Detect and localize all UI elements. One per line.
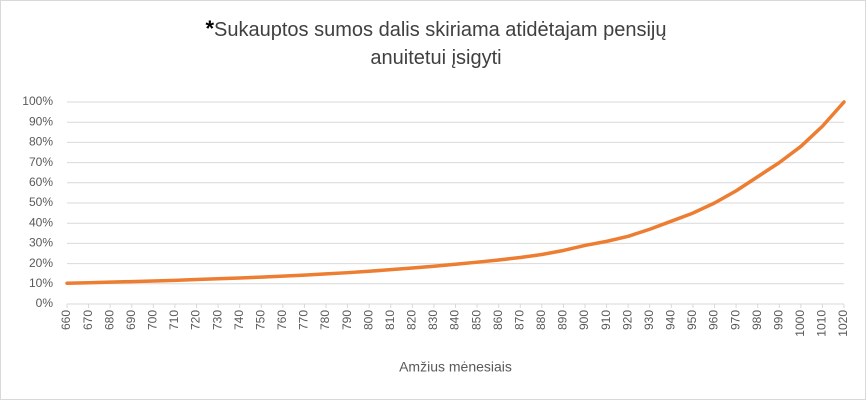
x-tick-label: 790 [340, 310, 354, 330]
y-tick-label: 40% [29, 215, 53, 229]
x-tick-label: 730 [210, 310, 224, 330]
x-tick-label: 800 [361, 310, 375, 330]
y-tick-label: 90% [29, 114, 53, 128]
x-tick-label: 980 [750, 310, 764, 330]
x-tick-label: 820 [405, 310, 419, 330]
x-tick-label: 810 [383, 310, 397, 330]
x-tick-label: 900 [577, 310, 591, 330]
x-tick-label: 950 [685, 310, 699, 330]
x-tick-label: 920 [620, 310, 634, 330]
y-tick-label: 10% [29, 276, 53, 290]
x-tick-label: 930 [642, 310, 656, 330]
x-tick-label: 880 [534, 310, 548, 330]
x-tick-label: 690 [124, 310, 138, 330]
x-tick-label: 910 [599, 310, 613, 330]
x-tick-label: 870 [512, 310, 526, 330]
x-tick-label: 660 [59, 310, 73, 330]
x-tick-label: 680 [102, 310, 116, 330]
y-tick-label: 30% [29, 236, 53, 250]
x-tick-label: 990 [771, 310, 785, 330]
y-tick-label: 20% [29, 256, 53, 270]
data-line [65, 100, 846, 285]
x-tick-label: 700 [146, 310, 160, 330]
x-tick-label: 720 [189, 310, 203, 330]
x-tick-label: 740 [232, 310, 246, 330]
x-tick-label: 830 [426, 310, 440, 330]
x-tick-label: 1020 [836, 310, 850, 337]
x-tick-label: 710 [167, 310, 181, 330]
x-tick-label: 760 [275, 310, 289, 330]
x-tick-label: 840 [448, 310, 462, 330]
x-tick-label: 850 [469, 310, 483, 330]
x-tick-label: 750 [253, 310, 267, 330]
x-tick-label: 780 [318, 310, 332, 330]
x-tick-label: 860 [491, 310, 505, 330]
chart-title: *Sukauptos sumos dalis skiriama atidėtaj… [171, 15, 701, 72]
x-tick-label: 890 [556, 310, 570, 330]
x-tick-label: 1000 [793, 310, 807, 337]
y-tick-label: 70% [29, 155, 53, 169]
x-tick-label: 960 [707, 310, 721, 330]
x-axis-title: Amžius mėnesiais [399, 359, 512, 375]
y-tick-label: 80% [29, 135, 53, 149]
x-tick-label: 940 [664, 310, 678, 330]
y-tick-label: 60% [29, 175, 53, 189]
x-tick-label: 670 [81, 310, 95, 330]
x-tick-label: 970 [728, 310, 742, 330]
y-tick-label: 50% [29, 195, 53, 209]
y-tick-label: 0% [36, 296, 54, 310]
x-tick-label: 770 [297, 310, 311, 330]
y-tick-label: 100% [22, 94, 53, 108]
title-text: Sukauptos sumos dalis skiriama atidėtaja… [214, 19, 667, 69]
x-tick-label: 1010 [815, 310, 829, 337]
title-marker: * [205, 16, 215, 41]
